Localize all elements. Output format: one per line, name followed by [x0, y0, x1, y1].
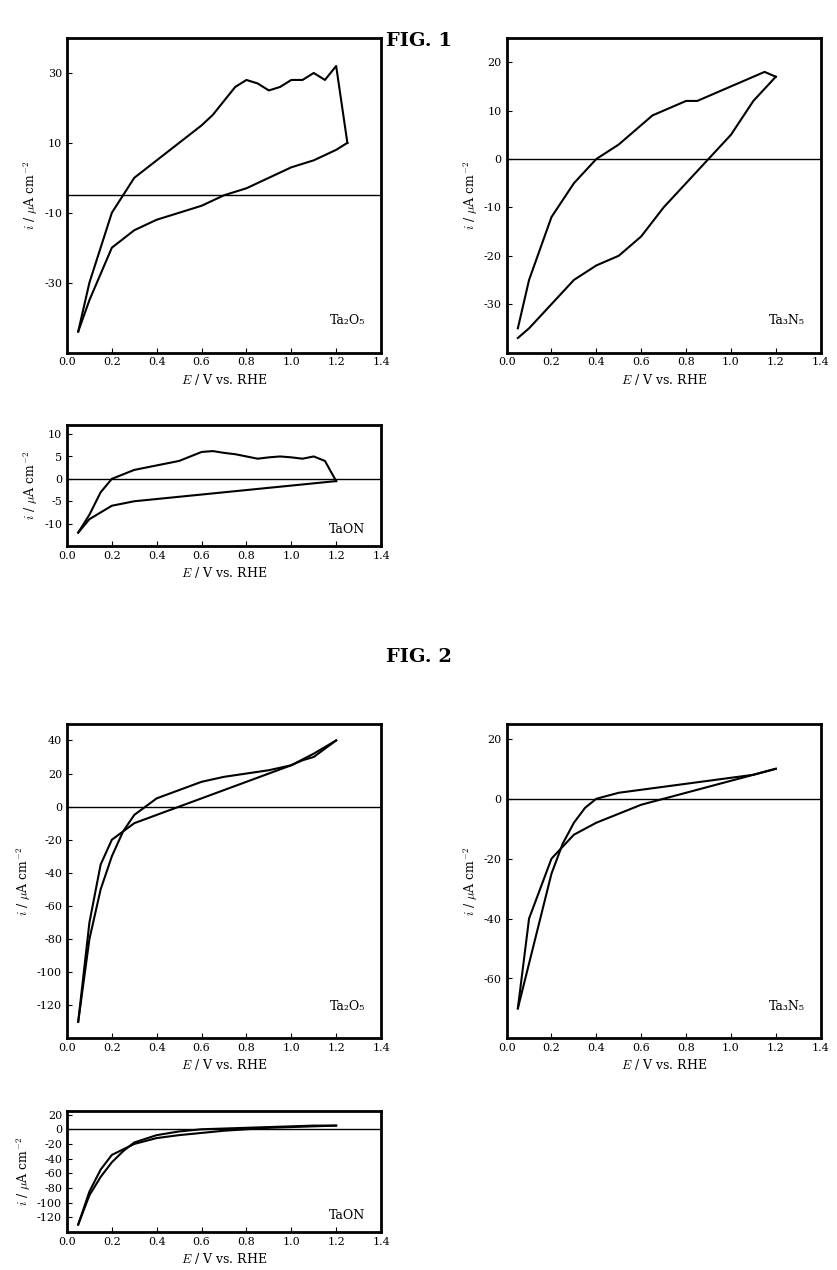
Text: FIG. 1: FIG. 1 [386, 32, 451, 50]
Text: Ta₂O₅: Ta₂O₅ [330, 315, 365, 328]
X-axis label: $E$ / V vs. RHE: $E$ / V vs. RHE [181, 372, 267, 386]
X-axis label: $E$ / V vs. RHE: $E$ / V vs. RHE [181, 1058, 267, 1072]
Text: TaON: TaON [329, 523, 365, 536]
Text: FIG. 2: FIG. 2 [386, 648, 451, 665]
Y-axis label: $i$ / $\mu$A cm$^{-2}$: $i$ / $\mu$A cm$^{-2}$ [22, 451, 40, 521]
Y-axis label: $i$ / $\mu$A cm$^{-2}$: $i$ / $\mu$A cm$^{-2}$ [461, 847, 480, 916]
Text: TaON: TaON [329, 1209, 365, 1222]
Y-axis label: $i$ / $\mu$A cm$^{-2}$: $i$ / $\mu$A cm$^{-2}$ [15, 847, 33, 916]
Text: Ta₃N₅: Ta₃N₅ [768, 315, 804, 328]
X-axis label: $E$ / V vs. RHE: $E$ / V vs. RHE [620, 1058, 706, 1072]
Y-axis label: $i$ / $\mu$A cm$^{-2}$: $i$ / $\mu$A cm$^{-2}$ [22, 161, 40, 230]
X-axis label: $E$ / V vs. RHE: $E$ / V vs. RHE [620, 372, 706, 386]
Y-axis label: $i$ / $\mu$A cm$^{-2}$: $i$ / $\mu$A cm$^{-2}$ [461, 161, 480, 230]
Text: Ta₂O₅: Ta₂O₅ [330, 1001, 365, 1013]
Text: Ta₃N₅: Ta₃N₅ [768, 1001, 804, 1013]
Y-axis label: $i$ / $\mu$A cm$^{-2}$: $i$ / $\mu$A cm$^{-2}$ [15, 1137, 33, 1206]
X-axis label: $E$ / V vs. RHE: $E$ / V vs. RHE [181, 1251, 267, 1266]
X-axis label: $E$ / V vs. RHE: $E$ / V vs. RHE [181, 565, 267, 580]
